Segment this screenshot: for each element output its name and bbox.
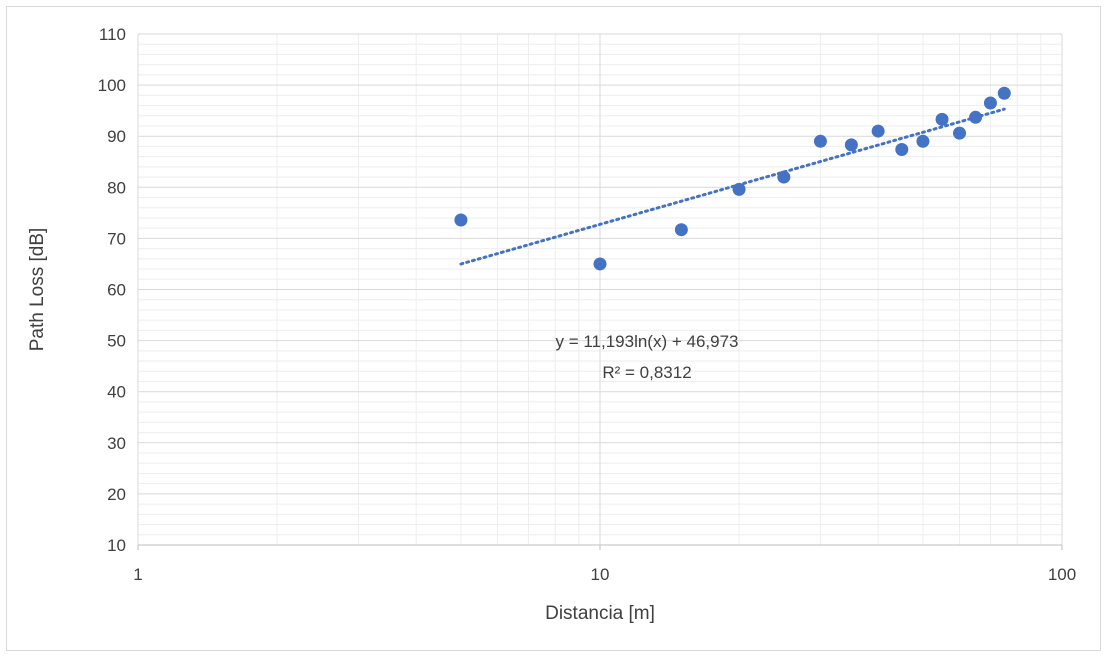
y-tick-label: 100 <box>98 76 126 95</box>
data-point <box>593 257 607 271</box>
x-tick-label: 100 <box>1048 565 1076 584</box>
data-point <box>916 134 930 148</box>
data-point <box>997 86 1011 100</box>
axes <box>137 544 1063 550</box>
y-tick-label: 80 <box>107 178 126 197</box>
y-tick-label: 10 <box>107 536 126 555</box>
y-tick-label: 90 <box>107 127 126 146</box>
data-point <box>813 134 827 148</box>
data-point <box>935 112 949 126</box>
y-tick-label: 40 <box>107 383 126 402</box>
x-axis-title: Distancia [m] <box>545 603 655 624</box>
x-tick-label: 10 <box>591 565 610 584</box>
data-points <box>454 86 1011 271</box>
data-point <box>454 213 468 227</box>
data-point <box>732 182 746 196</box>
trendline <box>459 107 1006 266</box>
data-point <box>969 110 983 124</box>
data-point <box>983 96 997 110</box>
data-point <box>871 124 885 138</box>
trendline-path <box>459 107 1006 266</box>
y-tick-label: 110 <box>99 25 126 44</box>
trendline-r2-label: R² = 0,8312 <box>602 363 691 382</box>
y-tick-label: 70 <box>107 229 126 248</box>
data-point <box>777 170 791 184</box>
data-point <box>674 223 688 237</box>
y-axis-title: Path Loss [dB] <box>27 228 48 352</box>
x-tick-label: 1 <box>133 565 142 584</box>
y-tick-label: 50 <box>107 332 126 351</box>
trendline-equation-label: y = 11,193ln(x) + 46,973 <box>555 332 738 351</box>
y-tick-label: 60 <box>107 281 126 300</box>
y-tick-label: 20 <box>107 485 126 504</box>
data-point <box>953 126 967 140</box>
data-point <box>895 142 909 156</box>
y-tick-label: 30 <box>107 434 126 453</box>
chart-area: 10 20 30 40 50 60 70 80 90 100 110 1 10 100 y = 11,19… <box>6 6 1101 651</box>
data-point <box>844 138 858 152</box>
